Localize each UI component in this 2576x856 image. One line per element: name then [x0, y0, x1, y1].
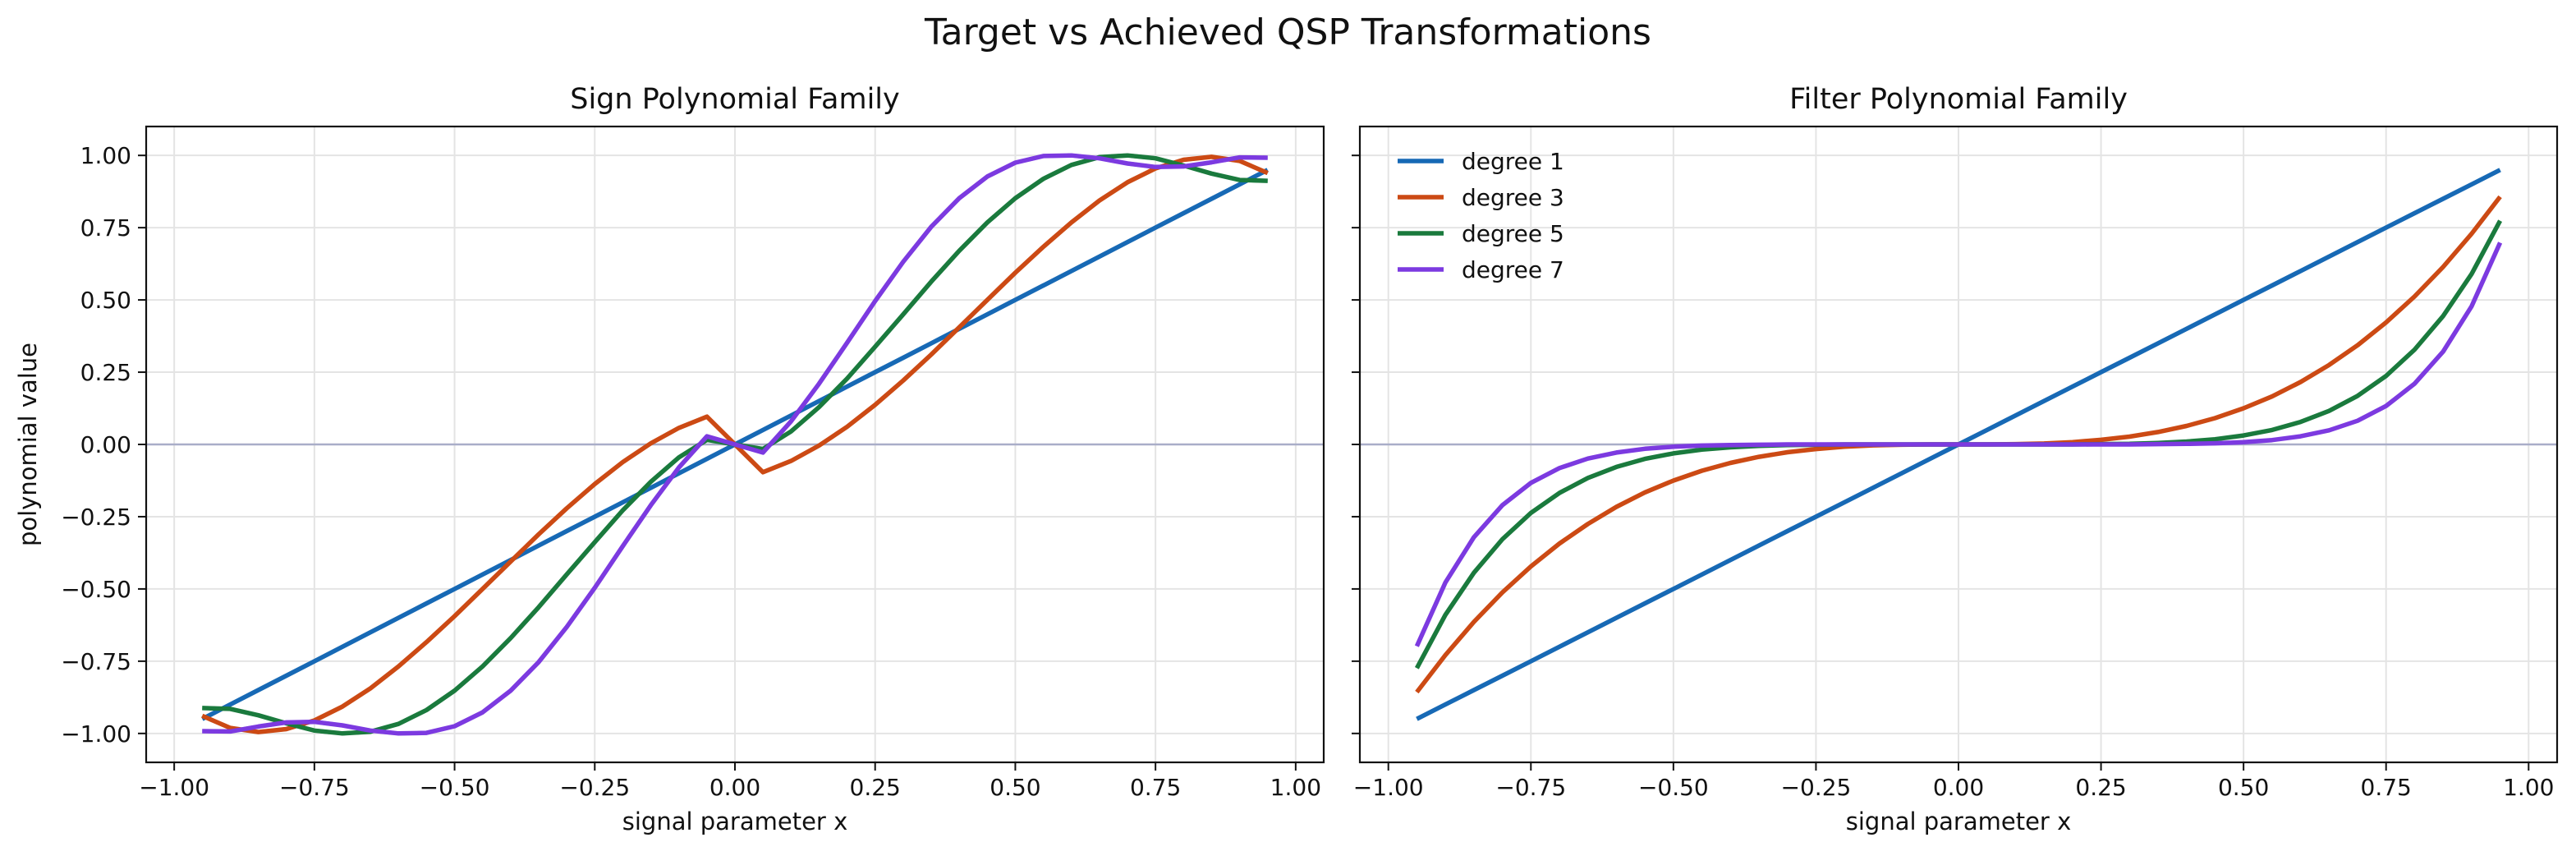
panel-sign-polynomial: −1.00 −0.75 −0.50 −0.25 0.00 0.25 0.50 0.75 1.00…: [14, 83, 1325, 835]
y-tick-label: 0.00: [80, 431, 131, 458]
y-tick-label: −0.75: [61, 648, 131, 675]
x-tick-label: −0.50: [420, 774, 490, 801]
y-tick-label: 1.00: [80, 142, 131, 169]
legend-label-degree-7: degree 7: [1462, 256, 1564, 283]
y-tick-label: −0.25: [61, 504, 131, 531]
y-axis-label: polynomial value: [14, 343, 42, 546]
y-tick-label: 0.75: [80, 214, 131, 242]
panel-title: Filter Polynomial Family: [1789, 83, 2128, 116]
x-tick-label: 0.00: [1933, 774, 1984, 801]
panel-filter-polynomial: −1.00 −0.75 −0.50 −0.25 0.00 0.25 0.50 0.75 1.00…: [1352, 83, 2559, 835]
legend-label-degree-3: degree 3: [1462, 184, 1564, 211]
series-line-degree-7: [202, 153, 1268, 736]
x-tick-label: −1.00: [1353, 774, 1424, 801]
x-tick-label: 0.25: [850, 774, 901, 801]
x-tick-label: 0.50: [2218, 774, 2269, 801]
panel-title: Sign Polynomial Family: [570, 83, 900, 116]
x-tick-label: 0.50: [990, 774, 1040, 801]
series-line-degree-7: [1414, 242, 2503, 647]
y-tick-label: −1.00: [61, 720, 131, 748]
x-axis-label: signal parameter x: [1846, 808, 2071, 835]
figure-title: Target vs Achieved QSP Transformations: [925, 12, 1651, 53]
x-tick-label: −1.00: [139, 774, 209, 801]
x-tick-label: −0.50: [1638, 774, 1709, 801]
x-tick-label: 1.00: [2503, 774, 2554, 801]
legend: degree 1 degree 3 degree 5 degree 7: [1398, 148, 1564, 283]
x-tick-label: −0.75: [1495, 774, 1566, 801]
legend-label-degree-5: degree 5: [1462, 220, 1564, 247]
y-tick-label: 0.50: [80, 287, 131, 314]
x-tick-label: 1.00: [1270, 774, 1321, 801]
x-tick-label: −0.75: [279, 774, 350, 801]
x-axis-label: signal parameter x: [622, 808, 847, 835]
x-tick-label: 0.00: [709, 774, 760, 801]
x-tick-label: 0.75: [2361, 774, 2412, 801]
x-tick-label: 0.75: [1130, 774, 1181, 801]
x-tick-label: −0.25: [559, 774, 630, 801]
legend-label-degree-1: degree 1: [1462, 148, 1564, 175]
y-tick-label: −0.50: [61, 576, 131, 603]
x-tick-label: 0.25: [2075, 774, 2126, 801]
x-tick-label: −0.25: [1781, 774, 1852, 801]
y-tick-label: 0.25: [80, 359, 131, 386]
